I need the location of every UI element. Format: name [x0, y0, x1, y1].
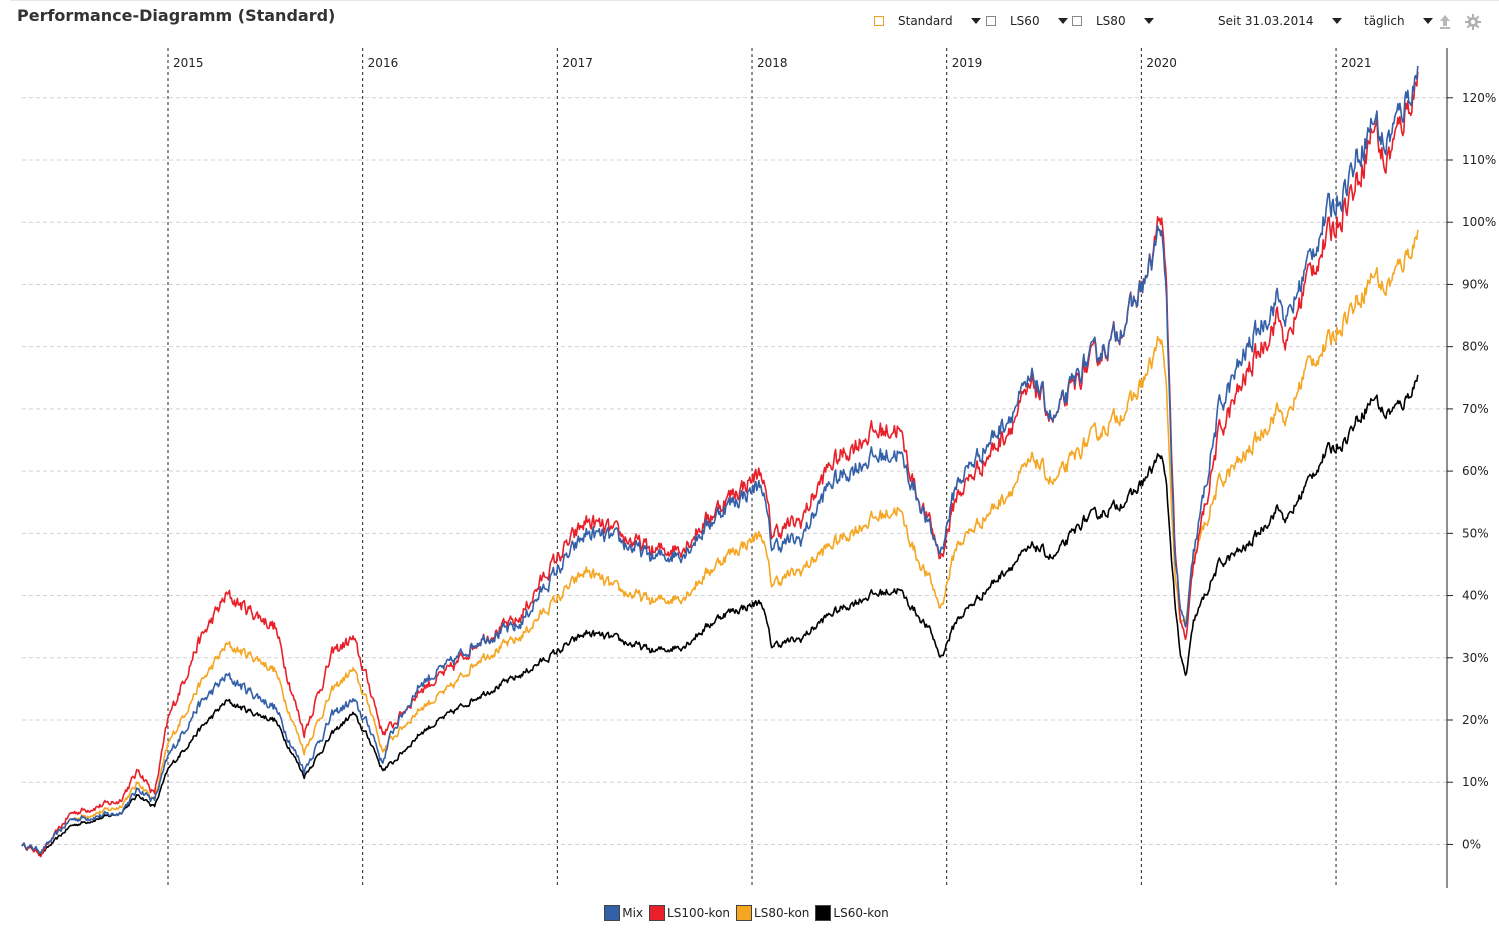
chart-legend: Mix LS100-kon LS80-kon LS60-kon: [0, 905, 1499, 921]
year-label: 2018: [757, 56, 788, 70]
period-label: Seit 31.03.2014: [1218, 14, 1314, 28]
chevron-down-icon[interactable]: [1143, 18, 1154, 24]
legend-swatch: [815, 905, 832, 921]
page-title: Performance-Diagramm (Standard): [17, 6, 336, 25]
legend-label: LS100-kon: [667, 906, 731, 920]
y-tick-label: 100%: [1462, 215, 1496, 229]
legend-item[interactable]: LS80-kon: [736, 905, 809, 921]
y-tick-label: 50%: [1462, 526, 1489, 540]
performance-chart: 2015 2016 2017 2018 2019 2020 2021 0% 10% 20% 30%…: [21, 48, 1496, 888]
chevron-down-icon[interactable]: [1331, 18, 1342, 24]
y-tick-label: 70%: [1462, 402, 1489, 416]
legend-item[interactable]: Mix: [604, 905, 643, 921]
legend-item[interactable]: LS60-kon: [815, 905, 889, 921]
top-divider: [10, 0, 1499, 1]
compare2-checkbox[interactable]: [1072, 16, 1082, 26]
compare1-toggle[interactable]: LS60: [986, 14, 1068, 28]
y-tick-label: 0%: [1462, 837, 1481, 851]
gear-icon[interactable]: [1465, 14, 1481, 30]
legend-swatch: [736, 905, 753, 921]
legend-label: LS60-kon: [833, 906, 889, 920]
year-label: 2019: [952, 56, 983, 70]
compare2-toggle[interactable]: LS80: [1072, 14, 1154, 28]
interval-select[interactable]: täglich: [1364, 14, 1433, 28]
series-line-ls80-kon: [21, 229, 1419, 854]
legend-swatch: [649, 905, 666, 921]
y-tick-label: 120%: [1462, 91, 1496, 105]
chevron-down-icon[interactable]: [970, 18, 981, 24]
upload-icon[interactable]: [1437, 14, 1453, 30]
y-tick-label: 30%: [1462, 651, 1489, 665]
compare2-label: LS80: [1096, 14, 1126, 28]
benchmark-toggle[interactable]: Standard: [874, 14, 981, 28]
legend-swatch: [604, 905, 621, 921]
y-tick-label: 110%: [1462, 153, 1496, 167]
legend-label: Mix: [622, 906, 644, 920]
year-label: 2021: [1341, 56, 1372, 70]
y-tick-label: 60%: [1462, 464, 1489, 478]
year-label: 2015: [173, 56, 204, 70]
legend-label: LS80-kon: [754, 906, 810, 920]
year-label: 2020: [1146, 56, 1177, 70]
year-label: 2016: [368, 56, 399, 70]
series-line-mix: [21, 65, 1419, 854]
y-tick-label: 80%: [1462, 340, 1489, 354]
interval-label: täglich: [1364, 14, 1405, 28]
series-line-ls100-kon: [21, 71, 1419, 858]
y-tick-label: 20%: [1462, 713, 1489, 727]
legend-item[interactable]: LS100-kon: [649, 905, 730, 921]
period-select[interactable]: Seit 31.03.2014: [1218, 14, 1342, 28]
compare1-label: LS60: [1010, 14, 1040, 28]
series-line-ls60-kon: [21, 374, 1419, 857]
chevron-down-icon[interactable]: [1422, 18, 1433, 24]
chevron-down-icon[interactable]: [1057, 18, 1068, 24]
benchmark-label: Standard: [898, 14, 953, 28]
benchmark-checkbox[interactable]: [874, 16, 884, 26]
y-tick-label: 90%: [1462, 277, 1489, 291]
compare1-checkbox[interactable]: [986, 16, 996, 26]
y-tick-label: 10%: [1462, 775, 1489, 789]
y-tick-label: 40%: [1462, 589, 1489, 603]
year-label: 2017: [562, 56, 593, 70]
